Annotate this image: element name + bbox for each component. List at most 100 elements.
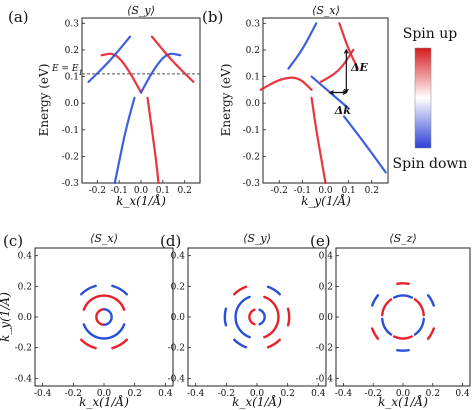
panel-e-contour-arc (392, 294, 414, 299)
panel-b-band (287, 22, 318, 70)
panel-c: (c) ⟨S_x⟩ k_x(1/Å) k_y(1/Å) -0.4 -0.2 0.0 0… (0, 232, 174, 409)
panel-c-ytick-label: -0.4 (15, 374, 33, 384)
panel-b-annotation-arrowhead (343, 48, 349, 54)
panel-d-ytick-label: 0.4 (171, 252, 186, 262)
panel-a-band (146, 96, 160, 185)
panel-b-xtick-label: 0.2 (365, 186, 379, 196)
panel-b-annotation-arrowhead (342, 90, 348, 95)
panel-a: (a) ⟨S_y⟩ k_x(1/Å) Energy (eV) -0.2 -0.1 0… (8, 4, 201, 208)
panel-e-label: (e) (310, 232, 331, 250)
panel-d-xtick-label: -0.4 (187, 389, 205, 399)
panel-d-contour-arc (233, 285, 248, 296)
panel-c-xtick-label: 0.0 (97, 389, 112, 399)
panel-e-contour-arc (426, 294, 435, 307)
panel-a-ylabel: Energy (eV) (37, 64, 51, 137)
colorbar-bar (414, 47, 432, 149)
panel-b-ytick-label: 0.3 (246, 19, 261, 29)
panel-d-ticks: -0.4 -0.2 0.0 0.2 0.4 -0.4 -0.2 0.0 0.2 0.4 (168, 252, 326, 399)
panel-c-title: ⟨S_x⟩ (90, 232, 118, 245)
panel-e-ytick-label: 0.0 (319, 313, 334, 323)
panel-a-reference-label-sub: 1 (78, 69, 82, 77)
panel-b-band (338, 22, 360, 70)
panel-a-ytick-label: 0.0 (65, 99, 80, 109)
panel-c-contour-arc (82, 323, 126, 340)
panel-b-ticks: -0.2 -0.1 0.0 0.1 0.2 -0.3 -0.2 -0.1 0.0 0.1 0.2 0.… (243, 19, 379, 196)
panel-b-band (310, 96, 327, 185)
panel-a-ytick-label: 0.2 (65, 46, 79, 56)
panel-b-ytick-label: -0.3 (243, 179, 261, 189)
panel-b-xtick-label: -0.1 (294, 186, 311, 196)
panel-c-ytick-label: -0.2 (15, 344, 32, 354)
panel-c-xtick-label: 0.4 (158, 389, 173, 399)
panel-a-xtick-label: 0.0 (134, 186, 149, 196)
panel-b-ylabel: Energy (eV) (219, 64, 233, 137)
panel-a-ytick-label: -0.3 (62, 179, 80, 189)
panel-e-contour-arc (392, 335, 414, 340)
panel-b-xtick-label: 0.1 (341, 186, 355, 196)
panel-a-ytick-label: -0.2 (62, 152, 79, 162)
panel-a-title: ⟨S_y⟩ (127, 4, 155, 17)
panel-b: (b) ⟨S_x⟩ k_y(1/Å) Energy (eV) -0.2 -0.1 0… (202, 4, 389, 208)
panel-d-contour-arc (233, 338, 248, 349)
panel-c-contour-arc (95, 308, 106, 326)
panel-d-contour-arc (234, 295, 251, 339)
panel-d-title: ⟨S_y⟩ (243, 232, 271, 245)
panel-a-bands (87, 35, 195, 185)
panel-e-contour-arc (396, 282, 410, 285)
panel-e-contour-arc (381, 298, 393, 317)
panel-b-annotations: ΔE Δk (328, 48, 368, 117)
panel-c-contours (80, 284, 128, 350)
panel-b-ytick-label: -0.1 (243, 126, 260, 136)
panel-b-ytick-label: 0.0 (246, 99, 261, 109)
panel-e-title: ⟨S_z⟩ (389, 232, 416, 245)
panel-e: (e) ⟨S_z⟩ k_x(1/Å) -0.4 -0.2 0.0 0.2 0.4-0.4… (310, 232, 471, 409)
panel-e-ytick-label: -0.4 (316, 374, 334, 384)
panel-a-band (113, 96, 136, 185)
panel-a-label: (a) (8, 8, 29, 26)
panel-c-frame (34, 247, 174, 387)
panel-e-contour-arc (413, 298, 425, 317)
panel-b-ytick-label: 0.2 (246, 46, 260, 56)
panel-c-contour-arc (111, 338, 128, 350)
panel-c-contour-arc (80, 338, 97, 350)
panel-e-ytick-label: 0.2 (319, 282, 333, 292)
panel-b-band (259, 76, 313, 91)
panel-b-xlabel: k_y(1/Å) (301, 193, 351, 208)
panel-e-contour-arc (371, 327, 380, 340)
panel-e-ticks: -0.4 -0.2 0.0 0.2 0.4 -0.4 -0.2 0.0 0.2 0.4 (316, 252, 470, 399)
panel-b-ytick-label: 0.1 (246, 73, 260, 83)
panel-d-xlabel: k_x(1/Å) (232, 394, 282, 409)
panel-a-ytick-label: -0.1 (62, 126, 79, 136)
panel-d-contour-arc (266, 338, 281, 349)
panel-d-contour-arc (248, 308, 256, 326)
panel-d-xtick-label: 0.2 (281, 389, 295, 399)
panel-d: (d) ⟨S_y⟩ k_x(1/Å) -0.4 -0.2 0.0 0.2 0.4-0.4… (160, 232, 327, 409)
panel-e-contour-arc (381, 317, 393, 336)
panel-b-title: ⟨S_x⟩ (312, 4, 340, 17)
colorbar-bottom-label: Spin down (393, 156, 468, 172)
panel-d-ytick-label: -0.4 (168, 374, 186, 384)
panel-b-band (342, 115, 387, 174)
panel-d-ytick-label: 0.2 (171, 282, 185, 292)
panel-a-reference-label-main: E = E (51, 64, 79, 74)
panel-c-contour-arc (102, 308, 113, 326)
panel-c-contour-arc (82, 294, 126, 311)
panel-e-xlabel: k_x(1/Å) (378, 394, 428, 409)
panel-a-xtick-label: -0.1 (110, 186, 127, 196)
panel-d-label: (d) (160, 232, 181, 250)
panel-e-contours (371, 282, 435, 352)
panel-d-xtick-label: 0.0 (250, 389, 265, 399)
panel-b-band (310, 75, 350, 110)
panel-e-ytick-label: 0.4 (319, 252, 334, 262)
panel-e-xtick-label: 0.2 (426, 389, 440, 399)
panel-c-contour-arc (111, 284, 128, 296)
panel-e-contour-arc (426, 327, 435, 340)
panel-e-ytick-label: -0.2 (316, 344, 333, 354)
panel-b-annotation-label: Δk (334, 104, 352, 117)
colorbar-top-label: Spin up (403, 26, 458, 42)
panel-a-ytick-label: 0.3 (65, 19, 80, 29)
panel-d-contours (223, 285, 291, 349)
panel-c-ytick-label: 0.0 (18, 313, 33, 323)
panel-e-frame (335, 247, 471, 387)
